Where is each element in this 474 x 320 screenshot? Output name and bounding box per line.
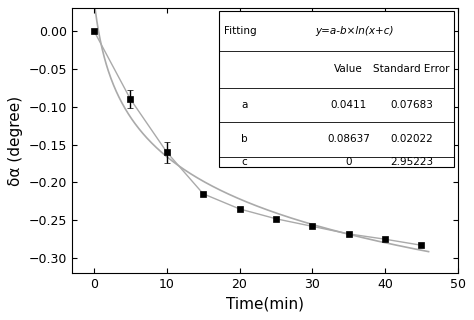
Text: 0.08637: 0.08637 [327, 134, 370, 144]
Y-axis label: δα (degree): δα (degree) [9, 96, 23, 186]
Text: 0: 0 [346, 157, 352, 167]
Bar [219, 11, 454, 167]
Text: Standard Error: Standard Error [374, 64, 450, 74]
Text: Fitting: Fitting [225, 26, 257, 36]
Text: Value: Value [334, 64, 363, 74]
Text: c: c [242, 157, 247, 167]
Text: 0.07683: 0.07683 [390, 100, 433, 110]
Text: 2.95223: 2.95223 [390, 157, 433, 167]
Text: b: b [241, 134, 248, 144]
Text: a: a [241, 100, 248, 110]
X-axis label: Time(min): Time(min) [226, 297, 304, 312]
Text: 0.0411: 0.0411 [330, 100, 367, 110]
Text: y=a-b×ln(x+c): y=a-b×ln(x+c) [315, 26, 393, 36]
Text: 0.02022: 0.02022 [391, 134, 433, 144]
